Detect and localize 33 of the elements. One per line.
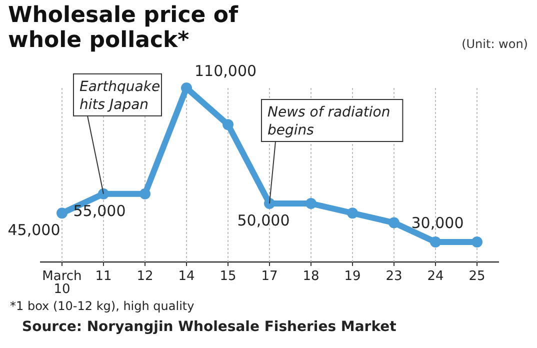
data-label: 110,000: [194, 62, 257, 80]
x-tick-label: March 10: [42, 269, 82, 297]
point: [140, 188, 150, 200]
x-tick-label: 11: [95, 269, 112, 284]
data-label: 45,000: [8, 221, 60, 240]
point: [264, 198, 275, 209]
x-tick-label: 14: [178, 269, 195, 284]
chart-title: Wholesale price of whole pollack*: [8, 3, 238, 53]
x-tick-label: 19: [344, 269, 361, 284]
chart-subtitle: (Unit: won): [462, 37, 528, 51]
annotation: News of radiation begins: [268, 104, 390, 138]
x-tick-label: 12: [136, 269, 154, 284]
x-tick-label: 15: [220, 269, 236, 284]
annotation: Earthquake hits Japan: [80, 78, 160, 113]
data-label: 50,000: [237, 212, 290, 230]
point: [181, 82, 192, 94]
data-label: 55,000: [73, 202, 126, 220]
source-note: Source: Noryangjin Wholesale Fisheries Market: [22, 319, 397, 335]
x-tick-label: 25: [468, 269, 486, 284]
point: [430, 236, 441, 248]
x-tick-label: 23: [386, 269, 402, 284]
point: [388, 217, 400, 228]
point: [347, 208, 358, 219]
point: [56, 208, 68, 219]
x-tick-label: 17: [261, 269, 278, 284]
point: [472, 236, 482, 248]
data-label: 30,000: [411, 214, 464, 232]
point: [222, 119, 234, 130]
point: [306, 198, 316, 209]
point: [98, 188, 109, 200]
x-tick-label: 18: [302, 269, 320, 284]
text: *1 box (10-12 kg), high quality: [10, 299, 194, 313]
x-tick-label: 24: [427, 269, 444, 284]
